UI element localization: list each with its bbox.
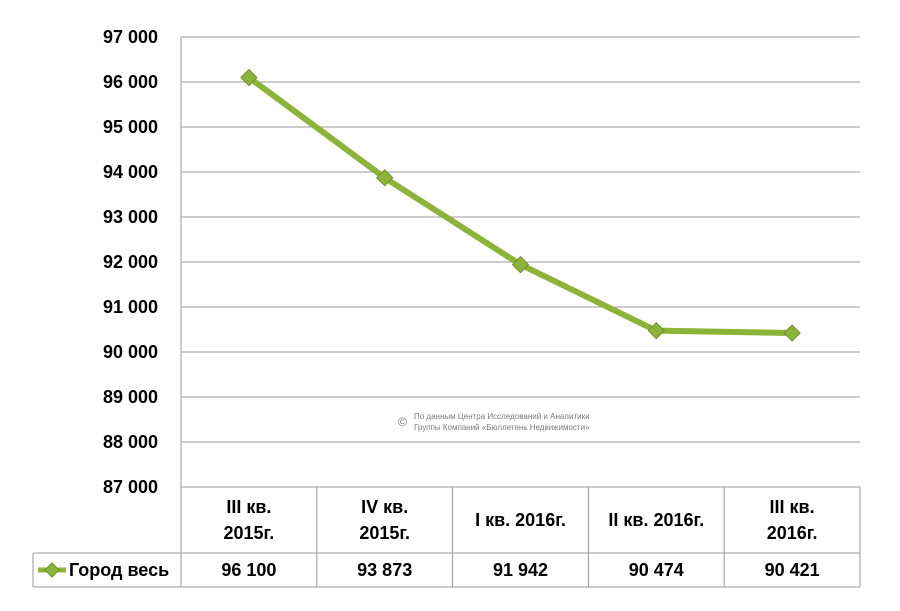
y-axis: 87 000 88 000 89 000 90 000 91 000 92 000 93 0…	[103, 27, 182, 587]
table-value: 96 100	[221, 560, 276, 580]
series-line	[245, 74, 796, 337]
series-line-group	[240, 68, 801, 342]
x-category-label: 2015г.	[224, 523, 275, 543]
y-tick-label: 89 000	[103, 387, 158, 407]
data-point-marker	[240, 68, 258, 87]
watermark-copyright: ©	[398, 415, 407, 429]
table-value: 91 942	[493, 560, 548, 580]
y-tick-label: 96 000	[103, 72, 158, 92]
legend-label: Город весь	[69, 560, 169, 580]
x-category-label: 2016г.	[767, 523, 818, 543]
y-tick-label: 95 000	[103, 117, 158, 137]
x-category-label: I кв. 2016г.	[475, 510, 566, 530]
x-category-label: IV кв.	[361, 497, 408, 517]
y-tick-label: 94 000	[103, 162, 158, 182]
y-tick-label: 87 000	[103, 477, 158, 497]
x-category-label: III кв.	[226, 497, 271, 517]
table-value: 90 474	[629, 560, 684, 580]
y-tick-label: 92 000	[103, 252, 158, 272]
data-point-marker	[511, 255, 530, 274]
x-category-label: 2015г.	[359, 523, 410, 543]
watermark-line1: По данным Центра Исследований и Аналитик…	[414, 412, 590, 421]
x-category-label: II кв. 2016г.	[608, 510, 704, 530]
watermark: © По данным Центра Исследований и Аналит…	[398, 412, 590, 432]
y-tick-label: 97 000	[103, 27, 158, 47]
x-category-label: III кв.	[770, 497, 815, 517]
data-point-marker	[647, 321, 666, 340]
data-point-marker	[783, 324, 801, 342]
legend-marker-key	[44, 562, 60, 578]
data-point-marker	[375, 169, 394, 187]
table-value: 93 873	[357, 560, 412, 580]
y-tick-label: 90 000	[103, 342, 158, 362]
y-tick-label: 88 000	[103, 432, 158, 452]
watermark-line2: Группы Компаний «Бюллетень Недвижимости»	[414, 423, 590, 432]
table-value: 90 421	[765, 560, 820, 580]
data-table: III кв. 2015г. IV кв. 2015г. I кв. 2016г. II …	[32, 487, 861, 588]
y-tick-label: 93 000	[103, 207, 158, 227]
y-tick-label: 91 000	[103, 297, 158, 317]
